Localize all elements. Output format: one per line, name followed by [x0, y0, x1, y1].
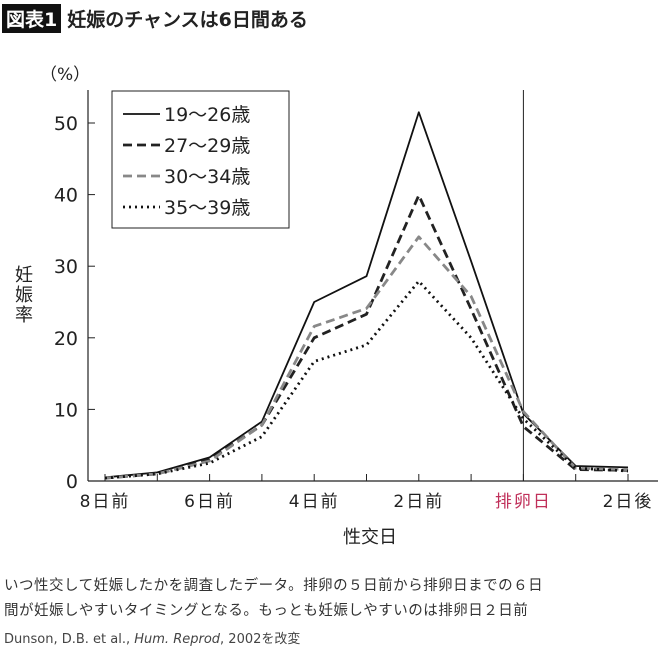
x-tick-label: 8日前: [80, 492, 131, 512]
y-axis-label: 妊娠率: [12, 265, 33, 325]
legend: 19〜26歳 27〜29歳 30〜34歳 35〜39歳: [111, 90, 290, 229]
y-tick-label: 50: [54, 113, 78, 135]
figure-badge: 図表1: [2, 4, 62, 33]
x-tick-label: 6日前: [184, 492, 235, 512]
source-note: Dunson, D.B. et al., Hum. Reprod, 2002を改…: [4, 628, 300, 647]
y-tick-label: 30: [54, 256, 78, 278]
caption-line-1: いつ性交して妊娠したかを調査したデータ。排卵の５日前から排卵日までの６日: [4, 578, 544, 594]
caption-line-2: 間が妊娠しやすいタイミングとなる。もっとも妊娠しやすいのは排卵日２日前: [4, 603, 529, 619]
legend-label: 35〜39歳: [164, 197, 250, 219]
y-tick-label: 20: [54, 328, 78, 350]
x-axis-label: 性交日: [343, 527, 397, 548]
source-journal: Hum. Reprod: [134, 632, 221, 647]
y-tick-label: 0: [66, 471, 78, 493]
series-line-2: [104, 193, 629, 480]
source-authors: Dunson, D.B. et al.,: [4, 632, 135, 647]
figure-title: 図表1 妊娠のチャンスは6日間ある: [2, 4, 308, 33]
legend-label: 27〜29歳: [164, 135, 250, 157]
y-tick-label: 40: [54, 185, 78, 207]
legend-label: 30〜34歳: [164, 166, 250, 188]
x-tick-label: 排卵日: [495, 492, 552, 512]
y-unit-label: （%）: [40, 65, 90, 85]
x-tick-label: 2日後: [603, 492, 654, 512]
source-rest: , 2002を改変: [220, 632, 301, 647]
x-tick-label: 4日前: [289, 492, 340, 512]
legend-label: 19〜26歳: [164, 104, 250, 126]
figure-heading: 妊娠のチャンスは6日間ある: [67, 9, 308, 31]
y-tick-label: 10: [54, 399, 78, 421]
x-tick-label: 2日前: [393, 492, 444, 512]
line-chart: （%） 性交日 0 10 20 30 40 50 8日前 6日前 4日前 2日前 排卵日 2日後 19…: [40, 65, 658, 548]
